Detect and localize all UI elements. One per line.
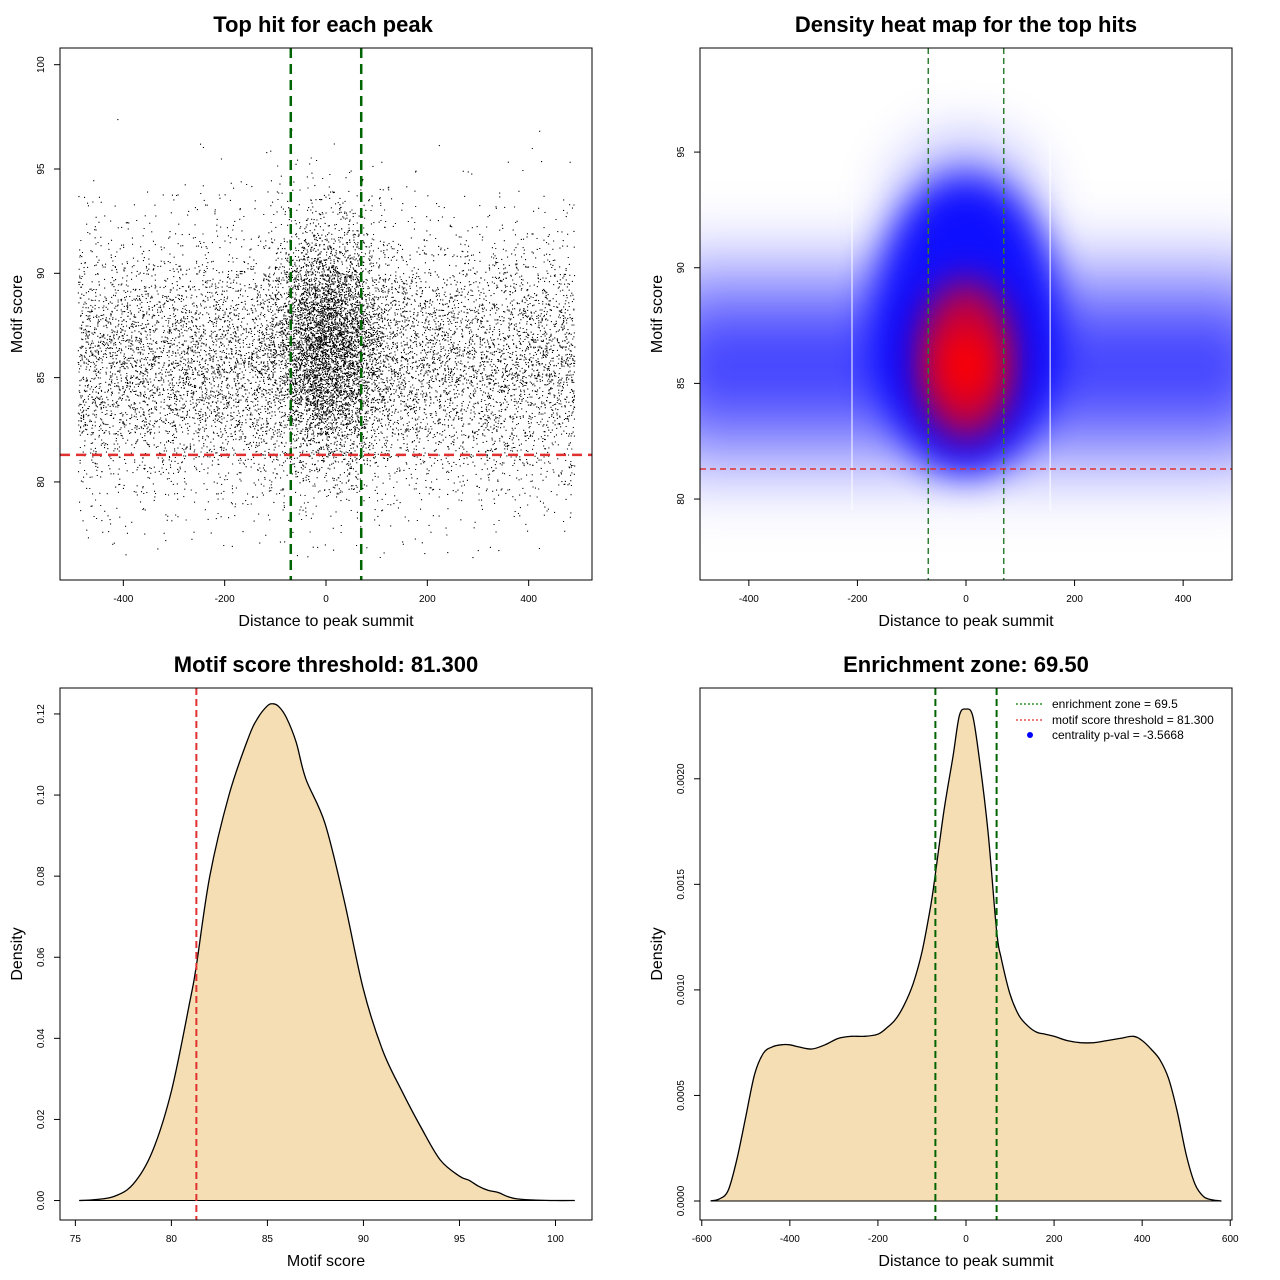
distance-density-x-tick-label: 600 <box>1222 1234 1239 1245</box>
heatmap-title: Density heat map for the top hits <box>795 12 1137 37</box>
heatmap-y-tick-label: 85 <box>676 377 687 389</box>
heatmap-y-tick-label: 80 <box>676 493 687 505</box>
scatter-y-label: Motif score <box>9 275 26 353</box>
score-density-y-tick-label: 0.06 <box>36 947 47 967</box>
legend-item-threshold: motif score threshold = 81.300 <box>1052 713 1214 727</box>
score-density-y-axis: 0.00 0.02 0.04 0.06 0.08 0.10 0.12 <box>36 704 60 1210</box>
distance-density-area <box>710 688 1222 1220</box>
score-density-x-tick-label: 80 <box>166 1234 178 1245</box>
score-density-area <box>79 688 575 1220</box>
scatter-y-axis: 80 85 90 95 100 <box>36 56 60 488</box>
score-density-y-tick-label: 0.08 <box>36 866 47 886</box>
scatter-y-tick-label: 95 <box>36 163 47 175</box>
heatmap-x-tick-label: 200 <box>1066 594 1083 605</box>
legend-item-enrichment: enrichment zone = 69.5 <box>1052 697 1178 711</box>
score-density-y-label: Density <box>9 927 26 980</box>
score-density-y-tick-label: 0.02 <box>36 1109 47 1129</box>
panel-heatmap: Density heat map for the top hits -400 -2… <box>649 12 1233 630</box>
heatmap-y-axis: 80 85 90 95 <box>676 146 700 505</box>
distance-density-curve <box>710 708 1222 1202</box>
scatter-reference-lines <box>60 48 592 580</box>
heatmap-y-tick-label: 95 <box>676 146 687 158</box>
score-density-x-tick-label: 100 <box>547 1234 564 1245</box>
scatter-point-cloud <box>77 119 576 559</box>
scatter-x-tick-label: 400 <box>520 594 537 605</box>
score-density-x-tick-label: 95 <box>454 1234 466 1245</box>
score-density-y-tick-label: 0.00 <box>36 1190 47 1210</box>
legend-swatch-pval <box>1027 732 1033 738</box>
heatmap-y-label: Motif score <box>649 275 666 353</box>
legend: enrichment zone = 69.5 motif score thres… <box>1016 697 1214 742</box>
distance-density-y-tick-label: 0.0010 <box>676 974 687 1005</box>
score-density-y-tick-label: 0.12 <box>36 704 47 724</box>
panel-distance-density: Enrichment zone: 69.50 -600 -400 -200 0 200 4… <box>649 652 1239 1270</box>
scatter-x-tick-label: -200 <box>215 594 235 605</box>
distance-density-x-tick-label: -400 <box>780 1234 800 1245</box>
scatter-y-tick-label: 90 <box>36 267 47 279</box>
panel-score-density: Motif score threshold: 81.300 75 80 85 90 95… <box>9 652 593 1270</box>
heatmap-density <box>700 48 1232 580</box>
heatmap-x-axis: -400 -200 0 200 400 <box>739 580 1192 605</box>
scatter-x-axis: -400 -200 0 200 400 <box>113 580 537 605</box>
distance-density-title: Enrichment zone: 69.50 <box>843 652 1089 677</box>
scatter-x-tick-label: -400 <box>113 594 133 605</box>
scatter-points <box>77 119 576 559</box>
scatter-x-label: Distance to peak summit <box>238 613 414 630</box>
score-density-x-tick-label: 90 <box>358 1234 370 1245</box>
legend-item-pval: centrality p-val = -3.5668 <box>1052 728 1184 742</box>
scatter-plot-frame <box>59 47 593 581</box>
distance-density-x-tick-label: -200 <box>868 1234 888 1245</box>
heatmap-x-tick-label: 0 <box>963 594 969 605</box>
scatter-y-tick-label: 100 <box>36 56 47 73</box>
score-density-x-tick-label: 85 <box>262 1234 274 1245</box>
score-density-frame <box>59 687 593 1221</box>
distance-density-x-axis: -600 -400 -200 0 200 400 600 <box>692 1220 1239 1245</box>
score-density-x-axis: 75 80 85 90 95 100 <box>70 1220 564 1245</box>
score-density-title: Motif score threshold: 81.300 <box>174 652 478 677</box>
scatter-x-tick-label: 0 <box>323 594 329 605</box>
panel-scatter: Top hit for each peak -400 -200 0 200 400 80… <box>9 12 593 630</box>
heatmap-x-tick-label: 400 <box>1175 594 1192 605</box>
distance-density-x-tick-label: 0 <box>963 1234 969 1245</box>
heatmap-blue-halo <box>896 139 1036 280</box>
scatter-y-tick-label: 80 <box>36 476 47 488</box>
distance-density-y-axis: 0.0000 0.0005 0.0010 0.0015 0.0020 <box>676 763 700 1216</box>
score-density-y-tick-label: 0.10 <box>36 785 47 805</box>
distance-density-x-tick-label: 200 <box>1046 1234 1063 1245</box>
scatter-title: Top hit for each peak <box>213 12 433 37</box>
distance-density-x-label: Distance to peak summit <box>878 1253 1054 1270</box>
score-density-curve <box>79 703 575 1202</box>
heatmap-hotspot <box>938 327 994 404</box>
distance-density-y-tick-label: 0.0005 <box>676 1080 687 1111</box>
distance-density-fill <box>710 708 1222 1201</box>
heatmap-x-label: Distance to peak summit <box>878 613 1054 630</box>
heatmap-x-tick-label: -400 <box>739 594 759 605</box>
heatmap-y-tick-label: 90 <box>676 262 687 274</box>
scatter-y-tick-label: 85 <box>36 372 47 384</box>
score-density-x-tick-label: 75 <box>70 1234 82 1245</box>
distance-density-y-label: Density <box>649 927 666 980</box>
score-density-x-label: Motif score <box>287 1253 365 1270</box>
score-density-fill <box>79 703 575 1201</box>
distance-density-y-tick-label: 0.0020 <box>676 763 687 794</box>
heatmap-x-tick-label: -200 <box>847 594 867 605</box>
score-density-y-tick-label: 0.04 <box>36 1028 47 1048</box>
distance-density-y-tick-label: 0.0015 <box>676 869 687 900</box>
distance-density-x-tick-label: -600 <box>692 1234 712 1245</box>
heatmap-reference-lines <box>700 48 1232 580</box>
scatter-x-tick-label: 200 <box>419 594 436 605</box>
distance-density-x-tick-label: 400 <box>1134 1234 1151 1245</box>
distance-density-y-tick-label: 0.0000 <box>676 1185 687 1216</box>
